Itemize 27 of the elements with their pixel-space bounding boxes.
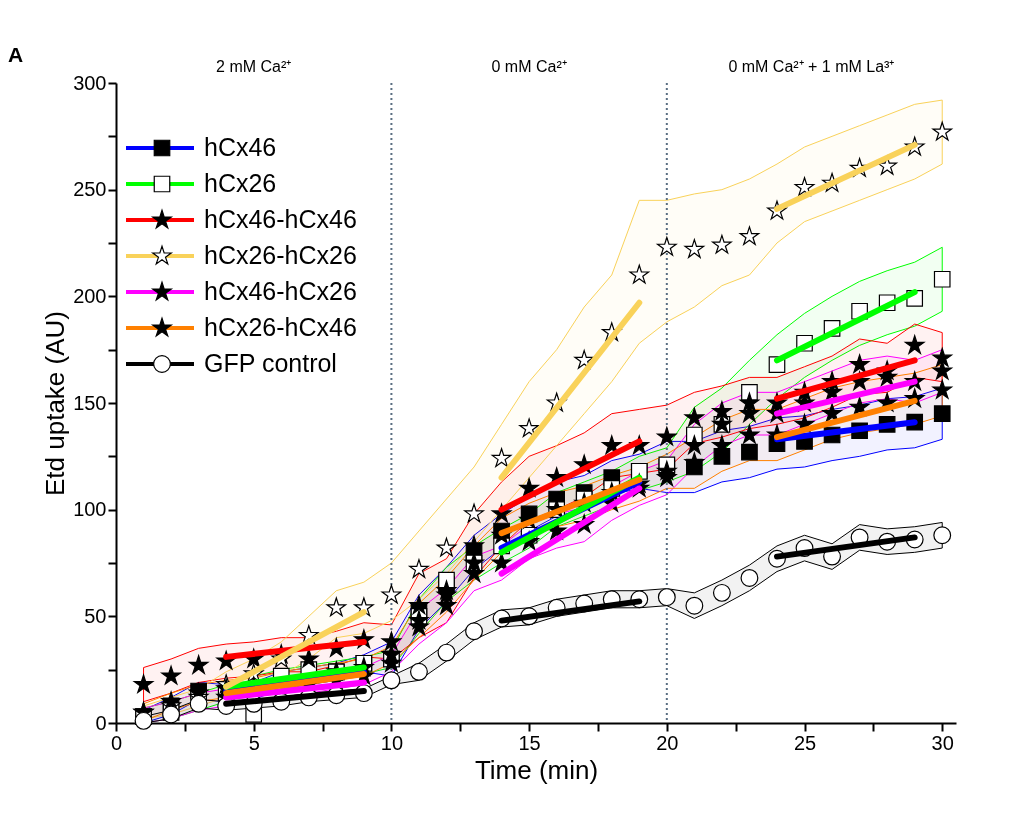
legend-label: hCx26-hCx26 [204,241,357,269]
text: 0 mM Ca²⁺ [491,58,567,75]
text: 2 mM Ca²⁺ [216,58,292,75]
y-axis-title: Etd uptake (AU) [40,311,71,496]
x-tick-label: 10 [380,731,404,754]
legend-label: GFP control [204,349,337,377]
legend-label: hCx46 [204,133,277,161]
y-tick-label: 100 [73,498,107,521]
x-tick-label: 25 [793,731,817,754]
x-tick-label: 5 [248,731,260,754]
legend-label: hCx26 [204,169,277,197]
legend-label: hCx46-hCx46 [204,205,357,233]
y-tick-label: 150 [73,391,107,414]
text: 0 mM Ca²⁺ + 1 mM La³⁺ [728,58,895,75]
x-tick-label: 20 [656,731,679,754]
text: A [8,43,24,66]
x-tick-label: 0 [110,731,123,754]
x-tick-label: 30 [931,731,954,754]
y-tick-label: 300 [73,71,107,94]
legend-label: hCx26-hCx46 [204,313,357,341]
y-tick-label: 50 [84,604,107,627]
y-tick-label: 0 [95,711,107,734]
x-axis-title: Time (min) [474,754,599,785]
y-tick-label: 200 [73,284,107,307]
legend-label: hCx46-hCx26 [204,277,357,305]
y-tick-label: 250 [73,178,107,201]
x-tick-label: 15 [518,731,541,754]
